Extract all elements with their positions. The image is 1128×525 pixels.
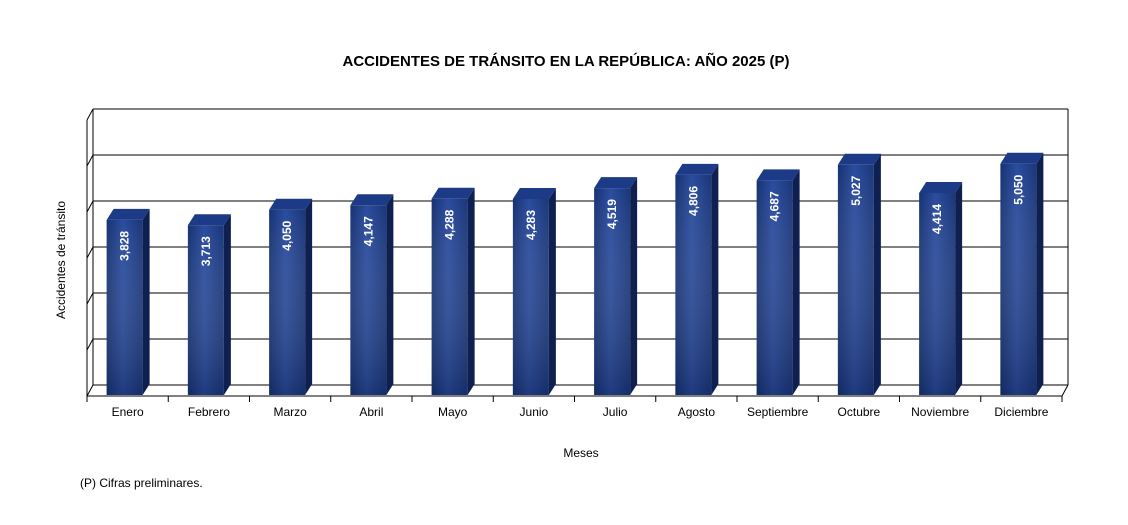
bar-side — [955, 181, 963, 395]
x-axis-label: Meses — [563, 446, 598, 460]
bar-top — [675, 163, 719, 175]
data-label: 3,713 — [199, 236, 213, 266]
x-tick-label: Enero — [112, 405, 144, 419]
x-tick-label: Mayo — [438, 405, 468, 419]
bar-top — [512, 187, 556, 199]
bar-shade — [431, 198, 468, 395]
bar-side — [873, 153, 881, 395]
bar-top — [269, 198, 313, 210]
x-tick-label: Diciembre — [994, 405, 1048, 419]
bar-top — [431, 187, 475, 199]
x-tick-label: Junio — [520, 405, 549, 419]
bar-side — [305, 198, 313, 395]
bar-side — [223, 214, 231, 395]
bar-top — [1000, 152, 1044, 164]
footnote: (P) Cifras preliminares. — [80, 476, 203, 490]
bar-side — [467, 187, 475, 395]
data-label: 4,687 — [768, 191, 782, 221]
y-axis-label: Accidentes de tránsito — [54, 201, 68, 319]
bar-shade — [837, 164, 874, 395]
data-label: 4,414 — [930, 204, 944, 234]
bar-side — [142, 208, 150, 395]
gridline-side — [86, 292, 94, 305]
data-label: 5,050 — [1011, 174, 1025, 204]
bars — [106, 152, 1044, 395]
bar-shade — [675, 174, 712, 395]
bar-shade — [919, 192, 956, 395]
bar-side — [1036, 152, 1044, 395]
bar-top — [756, 169, 800, 181]
gridlines — [86, 108, 1069, 402]
bar-top — [837, 153, 881, 165]
x-tick-label: Septiembre — [747, 405, 809, 419]
bar-shade — [350, 205, 387, 395]
data-label: 5,027 — [849, 175, 863, 205]
bar-top — [919, 181, 963, 193]
chart-title: ACCIDENTES DE TRÁNSITO EN LA REPÚBLICA: … — [342, 53, 790, 70]
data-label: 4,288 — [443, 209, 457, 239]
bar-side — [711, 163, 719, 395]
data-label: 4,806 — [686, 186, 700, 216]
gridline-side — [86, 246, 94, 259]
bar-side — [630, 177, 638, 395]
bar-side — [792, 169, 800, 395]
bar-top — [350, 194, 394, 206]
x-tick-label: Marzo — [273, 405, 307, 419]
x-tick-label: Noviembre — [911, 405, 969, 419]
data-label: 3,828 — [118, 231, 132, 261]
x-tick-label: Octubre — [838, 405, 881, 419]
data-label: 4,147 — [361, 216, 375, 246]
floor-edge — [1061, 384, 1069, 397]
gridline-side — [86, 384, 94, 397]
bar-top — [106, 208, 150, 220]
bar-side — [386, 194, 394, 395]
bar-shade — [756, 180, 793, 395]
gridline-side — [86, 108, 94, 121]
x-tick-label: Febrero — [188, 405, 230, 419]
labels: 3,828 Enero 3,713 Febrero 4,050 Marzo 4,147 Abr… — [112, 174, 1049, 419]
bar-shade — [512, 198, 549, 395]
bar-side — [548, 187, 556, 395]
bar-top — [187, 214, 231, 226]
bar-top — [594, 177, 638, 189]
x-tick-label: Julio — [603, 405, 628, 419]
data-label: 4,283 — [524, 210, 538, 240]
bar-shade — [1000, 163, 1037, 395]
data-label: 4,050 — [280, 220, 294, 250]
gridline-side — [86, 338, 94, 351]
bar-shade — [106, 219, 143, 395]
data-label: 4,519 — [605, 199, 619, 229]
x-tick-label: Abril — [359, 405, 383, 419]
bar-shade — [187, 225, 224, 395]
x-tick-label: Agosto — [678, 405, 716, 419]
bar-shade — [269, 209, 306, 395]
gridline-side — [86, 200, 94, 213]
gridline-side — [86, 154, 94, 167]
bar-shade — [594, 188, 631, 395]
